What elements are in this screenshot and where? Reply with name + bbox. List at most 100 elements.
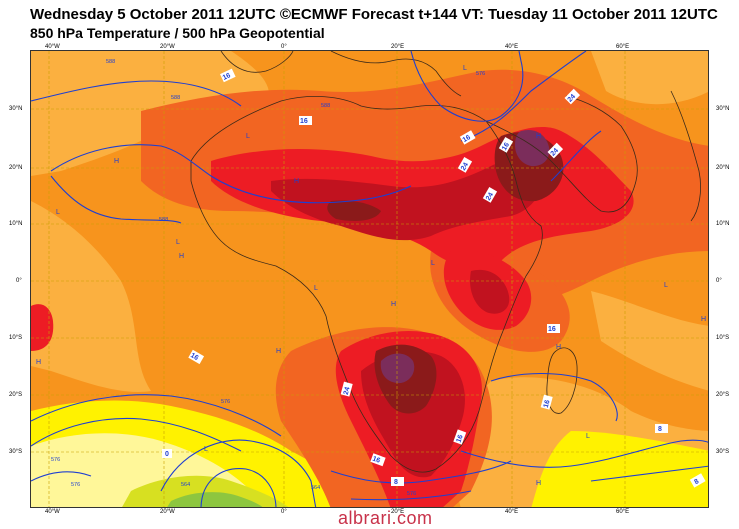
right-tick-lat: 20°S [716,392,730,398]
left-tick-lat: 20°N [9,165,23,171]
bottom-tick-lon: 60°E [616,509,630,515]
site-watermark: albrari.com [338,508,433,528]
temperature-field-purple [515,129,550,167]
right-tick-lat: 10°S [716,335,730,341]
temperature-field-light-orange [591,291,708,391]
right-tick-lat: 30°S [716,449,730,455]
temperature-label: 16 [189,352,199,362]
temperature-field-dark-red [271,160,542,241]
geopotential-label: 588 [171,95,180,101]
low-pressure-label: L [56,209,60,216]
temperature-label: 16 [456,434,465,444]
low-pressure-label: L [664,282,668,289]
low-pressure-label: L [176,239,180,246]
left-tick-lat: 10°N [9,221,23,227]
geopotential-contours [31,51,708,507]
arabia-coastline [485,95,638,213]
high-pressure-label: H [701,316,706,323]
map-subtitle: 850 hPa Temperature / 500 hPa Geopotenti… [30,25,325,41]
temperature-label: 16 [548,326,556,333]
temperature-label: 8 [693,478,700,486]
left-tick-lat: 20°S [9,392,23,398]
temperature-field-light-orange [31,201,151,392]
high-pressure-label: H [536,480,541,487]
high-pressure-label: H [536,133,541,140]
graticule [31,51,708,507]
coastlines [190,51,701,473]
temperature-label: 24 [567,93,578,104]
top-tick-lon: 40°W [45,44,60,50]
geopotential-label: 564 [311,485,320,491]
temperature-field-green [167,492,263,507]
forecast-map-svg: H H H H H H H H H H L L L L L L L L L 16… [31,51,708,507]
high-pressure-label: H [294,178,299,185]
right-tick-lat: 10°N [716,221,730,227]
map-title: Wednesday 5 October 2011 12UTC ©ECMWF Fo… [30,6,718,23]
temperature-label: 24 [485,191,495,201]
geopotential-label: 576 [71,482,80,488]
temperature-field-dark-red [470,269,510,314]
top-tick-lon: 60°E [616,44,630,50]
high-pressure-label: H [179,253,184,260]
temperature-labels: 16 16 16 24 16 24 24 24 16 16 16 8 8 8 1… [162,68,706,488]
geopotential-label: 576 [221,399,230,405]
top-tick-lon: 40°E [505,44,519,50]
top-tick-lon: 20°E [391,44,405,50]
high-pressure-label: H [391,301,396,308]
top-tick-lon: 0° [281,44,287,50]
bottom-tick-lon: 20°E [391,509,405,515]
temperature-field-light-orange [591,51,708,105]
bottom-tick-lon: 0° [281,509,287,515]
high-pressure-label: H [556,344,561,351]
left-tick-lat: 30°N [9,106,23,112]
temperature-field-purple [380,353,415,384]
forecast-map: H H H H H H H H H H L L L L L L L L L 16… [30,50,709,508]
africa-coastline [190,96,543,473]
low-pressure-label: L [463,65,467,72]
low-pressure-label: L [431,260,435,267]
temperature-label: 24 [343,386,352,395]
geopotential-labels: 588 588 576 588 576 576 576 564 564 576 … [51,59,485,497]
geopotential-label: 588 [159,217,168,223]
low-pressure-label: L [246,133,250,140]
temperature-label: 24 [460,161,470,171]
high-pressure-label: H [276,348,281,355]
right-tick-lat: 20°N [716,165,730,171]
low-pressure-label: L [204,446,208,453]
temperature-label: 0 [165,451,169,458]
geopotential-label: 588 [321,103,330,109]
geopotential-label: 576 [476,71,485,77]
left-tick-lat: 0° [16,278,22,284]
left-tick-lat: 30°S [9,449,23,455]
left-tick-lat: 10°S [9,335,23,341]
pressure-centres: H H H H H H H H H H L L L L L L L L L [36,65,706,487]
iberia-coastline [220,51,294,73]
high-pressure-label: H [36,359,41,366]
temperature-label: 16 [501,141,511,151]
temperature-label: 16 [371,456,381,465]
mediterranean-coastline [330,51,462,97]
geopotential-label: 576 [51,457,60,463]
temperature-field-red [31,304,54,351]
temperature-label: 16 [462,134,472,144]
low-pressure-label: L [314,285,318,292]
bottom-tick-lon: 20°W [160,509,175,515]
geopotential-label: 588 [106,59,115,65]
temperature-label: 16 [300,118,308,125]
bottom-tick-lon: 40°E [505,509,519,515]
temperature-label: 16 [543,399,552,408]
geopotential-label: 564 [181,482,190,488]
temperature-label: 24 [550,147,561,158]
high-pressure-label: H [114,158,119,165]
top-tick-lon: 20°W [160,44,175,50]
bottom-tick-lon: 40°W [45,509,60,515]
temperature-label: 16 [222,72,232,82]
geopotential-label: 576 [407,491,416,497]
temperature-field-yellow [531,431,708,507]
india-coastline [670,90,701,222]
right-tick-lat: 30°N [716,106,730,112]
temperature-label: 8 [394,479,398,486]
right-tick-lat: 0° [716,278,722,284]
low-pressure-label: L [586,433,590,440]
temperature-label: 8 [658,426,662,433]
